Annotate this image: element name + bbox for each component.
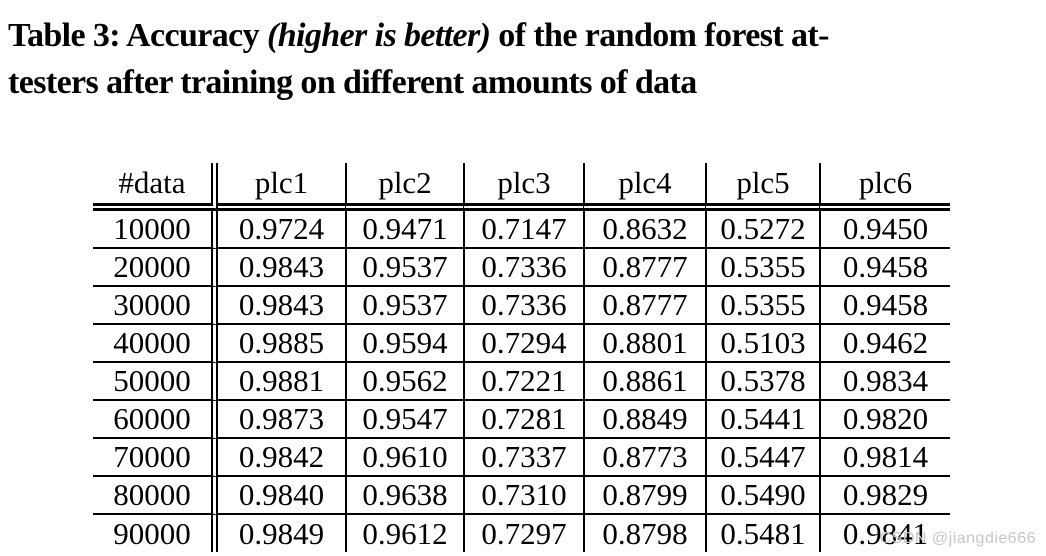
accuracy-cell: 0.9881 [218, 363, 345, 401]
accuracy-cell: 0.9471 [345, 211, 463, 249]
table-body: 10000 0.9724 0.9471 0.7147 0.8632 0.5272 0.945… [93, 211, 950, 552]
table-row: 70000 0.9842 0.9610 0.7337 0.8773 0.5447 0.981… [93, 439, 950, 477]
accuracy-cell: 0.7147 [463, 211, 583, 249]
accuracy-cell: 0.7221 [463, 363, 583, 401]
accuracy-cell: 0.9458 [819, 249, 950, 287]
caption-italic-note: (higher is better) [266, 17, 491, 54]
accuracy-cell: 0.9724 [218, 211, 345, 249]
accuracy-cell: 0.8777 [583, 287, 705, 325]
accuracy-cell: 0.7294 [463, 325, 583, 363]
accuracy-cell: 0.5355 [705, 249, 819, 287]
accuracy-cell: 0.9840 [218, 477, 345, 515]
accuracy-cell: 0.9612 [345, 515, 463, 552]
accuracy-cell: 0.8849 [583, 401, 705, 439]
table-row: 80000 0.9840 0.9638 0.7310 0.8799 0.5490 0.982… [93, 477, 950, 515]
accuracy-cell: 0.8799 [583, 477, 705, 515]
accuracy-cell: 0.9547 [345, 401, 463, 439]
accuracy-cell: 0.9814 [819, 439, 950, 477]
data-amount-cell: 70000 [93, 439, 218, 477]
column-header-data: #data [93, 163, 218, 211]
accuracy-cell: 0.5378 [705, 363, 819, 401]
accuracy-cell: 0.9562 [345, 363, 463, 401]
accuracy-cell: 0.9462 [819, 325, 950, 363]
accuracy-cell: 0.5447 [705, 439, 819, 477]
accuracy-cell: 0.9594 [345, 325, 463, 363]
accuracy-cell: 0.9885 [218, 325, 345, 363]
accuracy-cell: 0.8773 [583, 439, 705, 477]
accuracy-cell: 0.7337 [463, 439, 583, 477]
caption-line-2: testers after training on different amou… [8, 64, 697, 101]
table-row: 50000 0.9881 0.9562 0.7221 0.8861 0.5378 0.983… [93, 363, 950, 401]
accuracy-cell: 0.8798 [583, 515, 705, 552]
accuracy-cell: 0.8801 [583, 325, 705, 363]
accuracy-cell: 0.5441 [705, 401, 819, 439]
csdn-watermark: CSDN @jiangdie666 [879, 530, 1036, 547]
accuracy-cell: 0.9849 [238, 515, 325, 551]
data-amount-cell: 10000 [93, 211, 218, 249]
table-row: 20000 0.9843 0.9537 0.7336 0.8777 0.5355 0.945… [93, 249, 950, 287]
accuracy-cell: 0.9843 [218, 249, 345, 287]
data-amount-cell: 50000 [93, 363, 218, 401]
caption-suffix: of the random forest at- [490, 17, 829, 54]
table-row: 90000 0.9849 0.9612 0.7297 0.8798 0.5481 0.984… [93, 515, 950, 552]
data-amount-cell: 40000 [93, 325, 218, 363]
column-header-plc3: plc3 [463, 163, 583, 211]
column-header-plc6: plc6 [819, 163, 950, 211]
accuracy-cell: 0.5490 [705, 477, 819, 515]
accuracy-cell: 0.7310 [463, 477, 583, 515]
table-row: 30000 0.9843 0.9537 0.7336 0.8777 0.5355 0.945… [93, 287, 950, 325]
accuracy-cell: 0.8777 [583, 249, 705, 287]
column-header-plc4: plc4 [583, 163, 705, 211]
accuracy-cell: 0.9820 [819, 401, 950, 439]
accuracy-cell: 0.9458 [819, 287, 950, 325]
accuracy-cell: 0.5272 [705, 211, 819, 249]
accuracy-cell: 0.8632 [583, 211, 705, 249]
accuracy-cell: 0.5481 [705, 515, 819, 552]
accuracy-cell: 0.7336 [463, 249, 583, 287]
accuracy-cell: 0.9834 [819, 363, 950, 401]
caption-line-1: Table 3: Accuracy (higher is better) of … [8, 12, 1042, 59]
accuracy-cell: 0.7336 [463, 287, 583, 325]
accuracy-cell: 0.9450 [819, 211, 950, 249]
accuracy-cell: 0.5355 [705, 287, 819, 325]
table-row: 60000 0.9873 0.9547 0.7281 0.8849 0.5441 0.982… [93, 401, 950, 439]
table-row: 40000 0.9885 0.9594 0.7294 0.8801 0.5103 0.946… [93, 325, 950, 363]
accuracy-cell: 0.9841 [819, 515, 950, 552]
accuracy-cell: 0.9873 [218, 401, 345, 439]
accuracy-cell: 0.9638 [345, 477, 463, 515]
data-amount-cell: 30000 [93, 287, 218, 325]
accuracy-cell: 0.9537 [345, 287, 463, 325]
table-row: 10000 0.9724 0.9471 0.7147 0.8632 0.5272 0.945… [93, 211, 950, 249]
accuracy-cell: 0.9842 [218, 439, 345, 477]
accuracy-cell: 0.9843 [218, 287, 345, 325]
table-header-row: #data plc1 plc2 plc3 plc4 plc5 plc6 [93, 163, 950, 211]
table-caption: Table 3: Accuracy (higher is better) of … [8, 12, 1042, 106]
data-amount-cell: 20000 [93, 249, 218, 287]
data-amount-cell: 80000 [93, 477, 218, 515]
accuracy-cell: 0.9829 [819, 477, 950, 515]
column-header-plc1: plc1 [218, 163, 345, 211]
accuracy-cell: 0.9537 [345, 249, 463, 287]
accuracy-table: #data plc1 plc2 plc3 plc4 plc5 plc6 10000 0.972… [93, 163, 950, 552]
accuracy-cell: 0.5103 [705, 325, 819, 363]
caption-prefix: Table 3: Accuracy [8, 17, 267, 54]
accuracy-cell: 0.9610 [345, 439, 463, 477]
data-amount-cell: 60000 [93, 401, 218, 439]
accuracy-cell: 0.8861 [583, 363, 705, 401]
column-header-plc5: plc5 [705, 163, 819, 211]
accuracy-cell: 0.7297 [463, 515, 583, 552]
data-amount-cell: 90000 [93, 515, 218, 552]
accuracy-cell: 0.7281 [463, 401, 583, 439]
column-header-plc2: plc2 [345, 163, 463, 211]
